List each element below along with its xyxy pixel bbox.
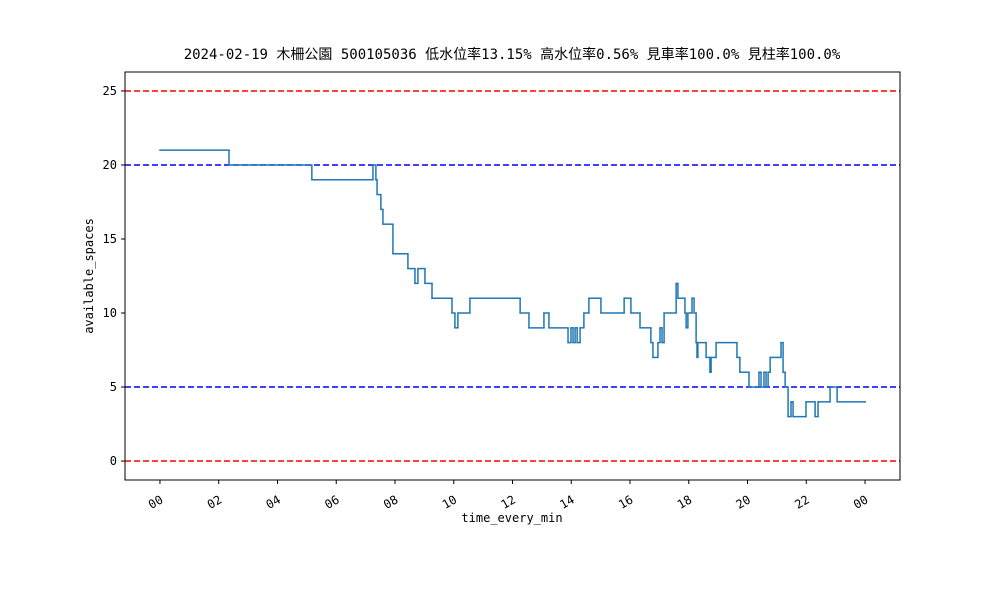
y-tick-label: 15 [103, 232, 117, 246]
chart-title: 2024-02-19 木柵公園 500105036 低水位率13.15% 高水位… [184, 46, 841, 63]
x-tick-label: 04 [263, 492, 283, 511]
y-tick-label: 5 [110, 380, 117, 394]
y-tick-label: 20 [103, 158, 117, 172]
x-tick-label: 12 [498, 492, 518, 511]
x-tick-label: 08 [381, 492, 401, 511]
y-tick-label: 10 [103, 306, 117, 320]
x-tick-label: 00 [146, 492, 166, 511]
plot-frame [124, 71, 901, 481]
x-tick-label: 16 [616, 492, 636, 511]
x-tick-label: 14 [557, 492, 577, 511]
y-axis-label: available_spaces [82, 218, 96, 334]
x-tick-label: 10 [440, 492, 460, 511]
x-tick-label: 00 [851, 492, 871, 511]
x-tick-label: 20 [734, 492, 754, 511]
x-axis-label: time_every_min [461, 511, 562, 525]
x-tick-label: 18 [675, 492, 695, 511]
y-tick-label: 25 [103, 84, 117, 98]
x-tick-label: 06 [322, 492, 342, 511]
x-tick-label: 22 [792, 492, 812, 511]
y-tick-label: 0 [110, 454, 117, 468]
x-tick-label: 02 [205, 492, 225, 511]
